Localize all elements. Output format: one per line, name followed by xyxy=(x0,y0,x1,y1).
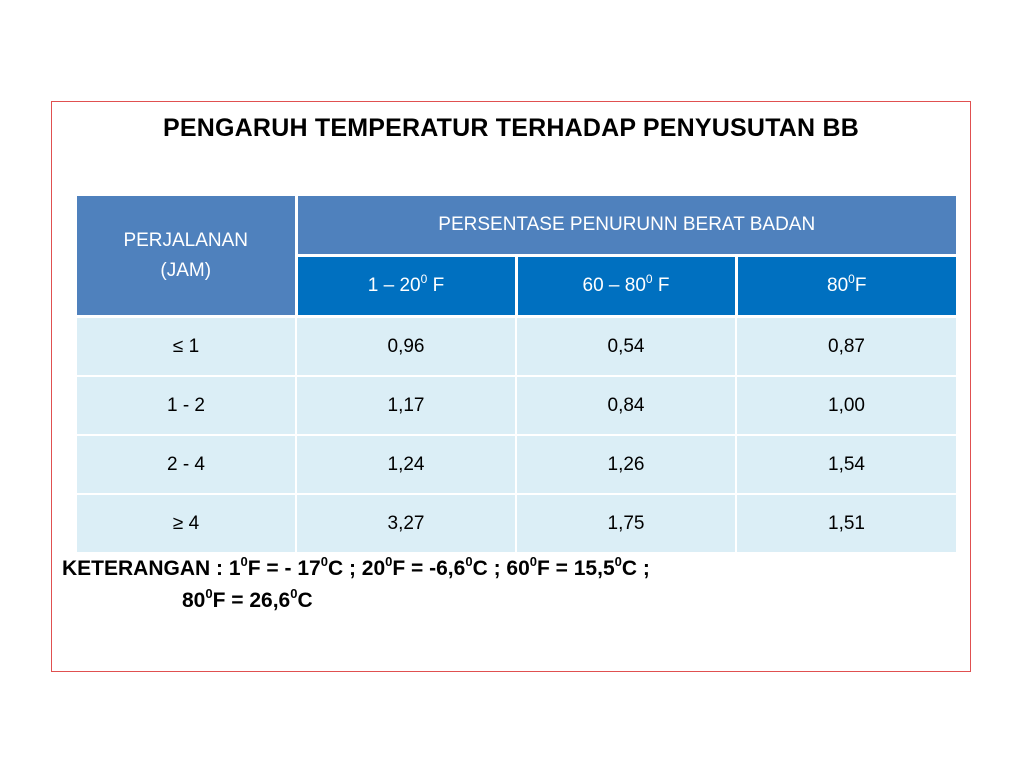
row-label: 1 - 2 xyxy=(77,375,296,435)
table-cell: 1,24 xyxy=(295,434,516,494)
slide-title: PENGARUH TEMPERATUR TERHADAP PENYUSUTAN … xyxy=(163,114,859,142)
note-line-1: KETERANGAN : 10F = - 170C ; 200F = -6,60… xyxy=(62,554,650,580)
column-header: 800F xyxy=(734,255,956,318)
table-row: ≤ 1 0,96 0,54 0,87 xyxy=(77,315,956,376)
table-cell: 1,51 xyxy=(735,493,956,552)
group-header-cell: PERSENTASE PENURUNN BERAT BADAN xyxy=(294,196,956,257)
table-cell: 1,17 xyxy=(295,375,516,435)
note-line-2: 800F = 26,60C xyxy=(182,586,313,612)
content-frame xyxy=(51,101,971,672)
table-cell: 0,96 xyxy=(295,315,516,376)
column-header: 60 – 800 F xyxy=(514,255,736,318)
table-cell: 0,84 xyxy=(515,375,736,435)
column-header: 1 – 200 F xyxy=(294,255,516,318)
table-row: ≥ 4 3,27 1,75 1,51 xyxy=(77,493,956,552)
row-label: 2 - 4 xyxy=(77,434,296,494)
header-row-group: PERJALANAN (JAM) PERSENTASE PENURUNN BER… xyxy=(77,196,956,318)
temperature-table: PERJALANAN (JAM) PERSENTASE PENURUNN BER… xyxy=(77,196,956,552)
row-header-cell: PERJALANAN (JAM) xyxy=(77,196,296,318)
table-cell: 0,54 xyxy=(515,315,736,376)
table-cell: 1,75 xyxy=(515,493,736,552)
note-text: KETERANGAN : 10F = - 170C ; 200F = -6,60… xyxy=(62,553,650,617)
table-cell: 1,54 xyxy=(735,434,956,494)
header-row-columns: 1 – 200 F 60 – 800 F 800F xyxy=(77,255,956,318)
table-row: 1 - 2 1,17 0,84 1,00 xyxy=(77,375,956,435)
row-header-line1: PERJALANAN xyxy=(123,229,249,251)
row-header-line2: (JAM) xyxy=(160,259,212,281)
table-row: 2 - 4 1,24 1,26 1,54 xyxy=(77,434,956,494)
table-cell: 1,00 xyxy=(735,375,956,435)
table-cell: 3,27 xyxy=(295,493,516,552)
row-label: ≤ 1 xyxy=(77,315,296,376)
table-cell: 1,26 xyxy=(515,434,736,494)
row-label: ≥ 4 xyxy=(77,493,296,552)
table-cell: 0,87 xyxy=(735,315,956,376)
